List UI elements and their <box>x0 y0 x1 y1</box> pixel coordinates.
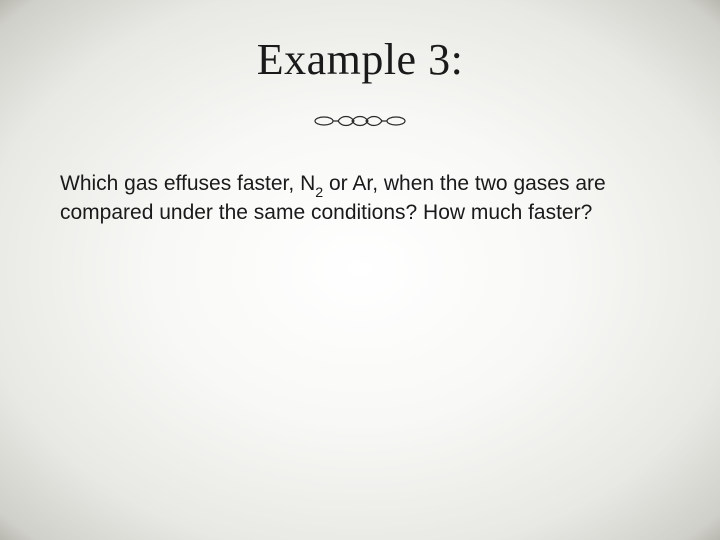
body-text-pre: Which gas effuses faster, N <box>60 172 315 195</box>
slide-title: Example 3: <box>60 34 660 85</box>
title-ornament-icon <box>310 113 410 129</box>
body-text-subscript: 2 <box>315 185 323 201</box>
slide-container: Example 3: Which gas effuses faster, N2 … <box>0 0 720 540</box>
slide-body-text: Which gas effuses faster, N2 or Ar, when… <box>60 171 660 227</box>
